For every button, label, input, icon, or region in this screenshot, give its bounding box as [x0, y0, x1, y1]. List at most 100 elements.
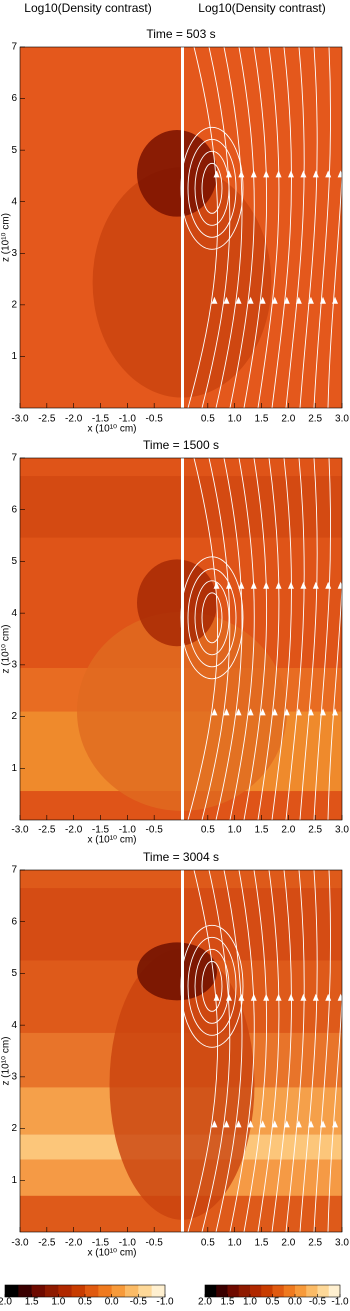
streamline-arrow [247, 1120, 254, 1128]
x-tick-label: -3.0 [11, 825, 29, 836]
y-tick-label: 1 [11, 763, 17, 774]
colorbar-swatch [205, 1285, 217, 1297]
streamline-arrow [307, 296, 314, 304]
streamline-arrow [337, 170, 342, 178]
streamline-arrow [271, 1120, 278, 1128]
streamline-loop [187, 568, 237, 668]
y-axis-label: z (10¹⁰ cm) [1, 1036, 12, 1085]
y-tick-label: 6 [11, 504, 17, 515]
streamline-arrow [263, 581, 270, 589]
streamline [313, 458, 331, 820]
streamline-arrow [275, 581, 282, 589]
x-tick-label: 0.5 [201, 825, 215, 836]
streamline-loop [187, 936, 237, 1036]
y-tick-label: 3 [11, 659, 17, 670]
streamline-arrow [213, 993, 220, 1001]
colorbar-swatch [328, 1285, 341, 1297]
streamline [271, 47, 292, 408]
streamline-arrow [213, 581, 220, 589]
streamline [201, 47, 231, 408]
colorbar-swatch [111, 1285, 126, 1297]
x-tick-label: 1.0 [228, 1238, 242, 1249]
plot-frame [19, 457, 343, 821]
streamline-loop [201, 592, 223, 644]
streamline-arrow [319, 708, 326, 716]
streamline [257, 458, 280, 820]
x-tick-label: 3.0 [335, 825, 349, 836]
streamline-loop [180, 126, 244, 250]
x-tick-label: -1.0 [119, 414, 137, 425]
streamline-loop [201, 960, 223, 1012]
colorbar-swatch [18, 1285, 32, 1297]
streamline-arrow [288, 581, 294, 589]
streamline-arrow [288, 993, 294, 1001]
streamline [299, 458, 318, 820]
colorbar-swatch [31, 1285, 46, 1297]
colorbar-swatch [306, 1285, 318, 1297]
colorbar-tick-label: -0.5 [309, 1297, 327, 1306]
streamline [229, 870, 255, 1232]
streamline [327, 166, 342, 408]
streamline-arrow [250, 581, 257, 589]
x-tick-label: -1.5 [92, 825, 110, 836]
streamline [229, 47, 255, 408]
dense-core [137, 942, 217, 1001]
streamline-arrow [325, 993, 332, 1001]
colorbar-tick-label: 1.5 [25, 1297, 39, 1306]
x-tick-label: -2.0 [65, 825, 83, 836]
colorbar-swatch [238, 1285, 251, 1297]
streamline-arrow [319, 296, 326, 304]
streamline [327, 990, 342, 1232]
streamline-arrow [238, 993, 245, 1001]
streamline-arrow [235, 296, 242, 304]
colorbar-swatch [45, 1285, 59, 1297]
streamline [187, 47, 219, 408]
colorbar-tick-label: 1.0 [243, 1297, 257, 1306]
colorbar-swatch [151, 1285, 166, 1297]
x-tick-label: -0.5 [146, 414, 164, 425]
y-tick-label: 7 [11, 865, 17, 876]
streamline-arrow [259, 296, 266, 304]
x-tick-label: -1.5 [92, 1238, 110, 1249]
streamline [327, 578, 342, 820]
streamline-arrow [283, 708, 290, 716]
colorbar-swatch [98, 1285, 112, 1297]
x-tick-label: 2.5 [308, 414, 322, 425]
y-tick-label: 2 [11, 1123, 17, 1134]
streamline [215, 47, 243, 408]
streamline-loop [180, 924, 244, 1048]
y-tick-label: 1 [11, 351, 17, 362]
y-tick-label: 7 [11, 453, 17, 464]
y-tick-label: 2 [11, 711, 17, 722]
streamline-loop [194, 948, 230, 1024]
streamline-loop [194, 580, 230, 656]
streamline-arrow [271, 296, 278, 304]
colorbar-swatch [125, 1285, 139, 1297]
dense-core [137, 559, 217, 647]
x-tick-label: -2.0 [65, 1238, 83, 1249]
panel-title: Time = 3004 s [143, 850, 219, 864]
x-tick-label: 2.0 [281, 825, 295, 836]
streamline-arrow [283, 1120, 290, 1128]
streamline-arrow [300, 993, 307, 1001]
streamline-arrow [275, 993, 282, 1001]
y-tick-label: 4 [11, 196, 17, 207]
x-tick-label: 1.5 [255, 825, 269, 836]
streamline-arrow [225, 993, 232, 1001]
y-tick-label: 5 [11, 145, 17, 156]
colorbar-swatch [295, 1285, 307, 1297]
streamline-arrow [223, 296, 230, 304]
y-tick-label: 5 [11, 556, 17, 567]
streamline [313, 870, 331, 1232]
colorbar-header: Log10(Density contrast) [24, 1, 151, 15]
x-axis-label: x (10¹⁰ cm) [87, 1248, 136, 1259]
x-tick-label: 2.5 [308, 825, 322, 836]
streamline [215, 458, 243, 820]
streamline-arrow [211, 296, 218, 304]
plot-frame [19, 46, 343, 409]
colorbar-swatch [71, 1285, 86, 1297]
streamline [229, 458, 255, 820]
streamline-arrow [235, 708, 242, 716]
streamline [243, 458, 268, 820]
